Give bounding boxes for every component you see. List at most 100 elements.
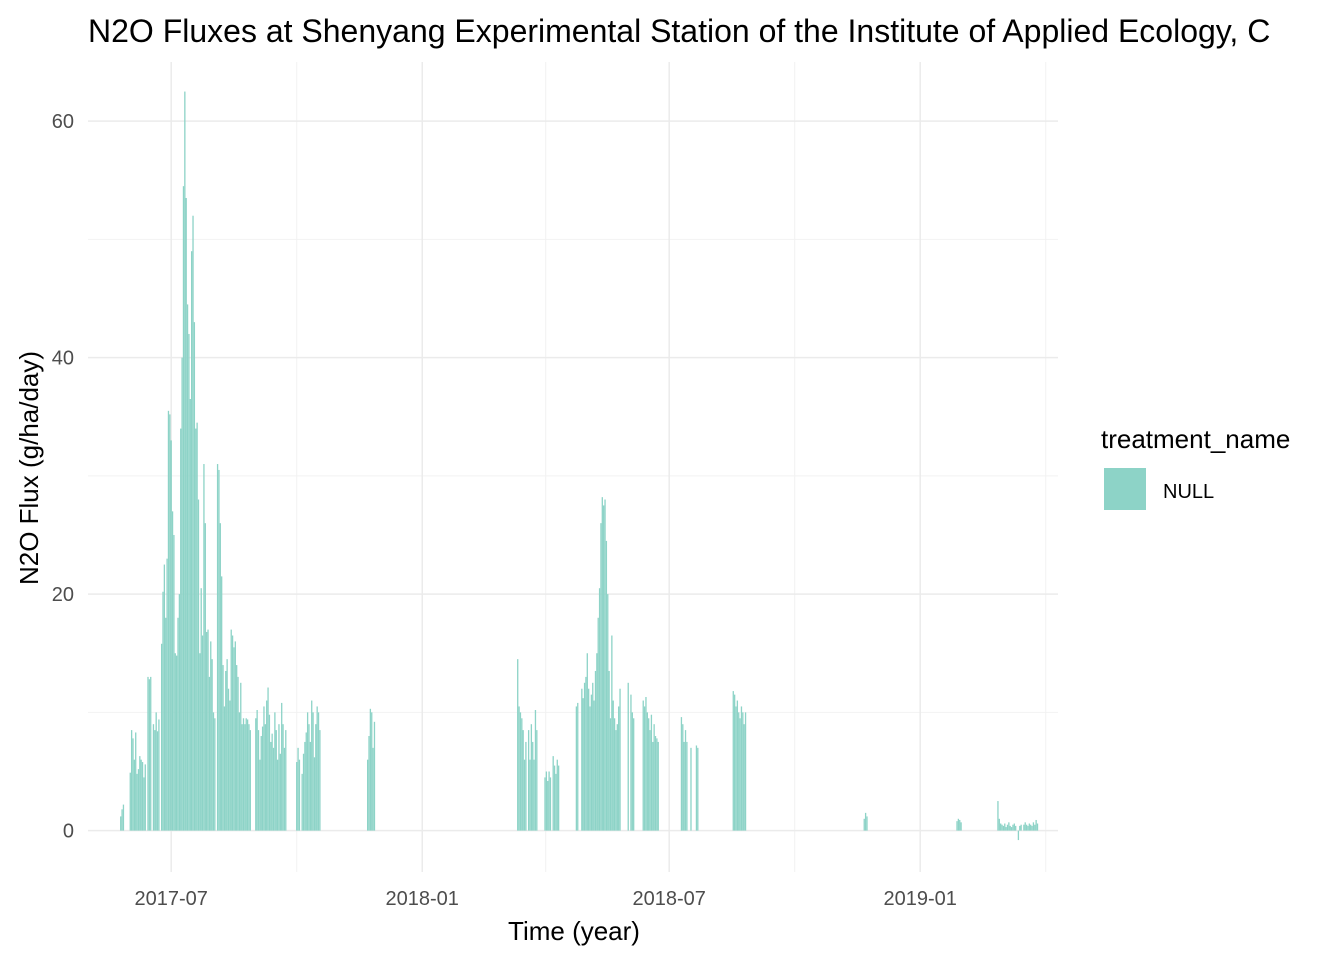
flux-bar [1008,822,1010,831]
flux-bar [315,724,317,831]
flux-bar [268,714,271,831]
flux-bar [690,747,692,831]
flux-bar [742,712,744,831]
flux-bar [697,747,699,831]
flux-bar [525,741,527,831]
flux-bar [653,724,655,831]
flux-bar [534,710,537,831]
flux-bar [523,759,526,831]
flux-bar [1030,824,1032,831]
flux-bar [648,718,650,831]
flux-bar [278,724,280,831]
x-tick-label: 2018-01 [386,888,459,910]
flux-bar [189,399,191,831]
flux-bar [218,469,220,831]
flux-bar [121,809,123,831]
flux-bar [208,676,211,831]
flux-bar [740,706,743,831]
flux-bar [186,304,189,831]
flux-bar [643,706,646,831]
legend: treatment_name NULL [1101,424,1290,510]
flux-bar [237,676,239,831]
flux-bar [997,801,999,831]
flux-bar [242,718,245,831]
flux-bar [1010,827,1013,831]
flux-bar [175,655,178,831]
flux-bar [170,440,172,831]
flux-bar [654,736,657,831]
flux-bar [297,747,299,831]
flux-bar [594,670,597,831]
flux-bar [305,732,307,831]
flux-bar [230,629,232,831]
flux-bar [680,717,683,831]
flux-bar [604,499,606,831]
flux-bar [238,712,241,831]
flux-bar [196,422,198,831]
flux-bar [589,706,591,831]
bars [120,91,1039,841]
flux-bar [219,523,221,831]
flux-bar [631,712,633,831]
flux-bar [1019,825,1021,831]
flux-bar [267,687,269,831]
flux-bar [150,676,152,831]
flux-bar [272,747,275,831]
flux-bar [216,464,219,831]
flux-bar [210,641,212,831]
flux-bar [236,665,238,831]
flux-bar [744,712,747,831]
x-tick-label: 2018-07 [632,888,705,910]
flux-bar [199,653,201,831]
legend-label-null: NULL [1163,481,1214,503]
flux-bar [959,819,961,831]
flux-bar [193,322,196,831]
flux-bar [197,499,200,831]
y-axis: 0 20 40 60 [52,111,74,842]
flux-bar [319,730,321,831]
flux-bar [308,724,310,831]
flux-bar [231,635,234,831]
flux-bar [627,682,629,831]
flux-bar [735,706,737,831]
flux-bar [152,724,155,831]
flux-bar [601,497,603,831]
flux-bar [593,700,595,831]
flux-bar [527,730,530,831]
flux-bar [301,773,303,831]
flux-bar [548,771,550,831]
flux-bar [695,745,698,831]
flux-bar [180,428,182,831]
flux-bar [1005,827,1007,831]
flux-bar [191,251,193,831]
x-axis-title: Time (year) [508,916,640,946]
flux-bar [140,759,142,831]
y-tick-label: 0 [63,821,74,843]
flux-bar [553,765,556,831]
flux-bar [612,700,614,831]
flux-bar [207,629,209,831]
flux-bar [556,759,558,831]
flux-bar [1031,825,1033,831]
flux-bar [1023,824,1025,831]
flux-bar [683,741,685,831]
flux-bar [244,724,246,831]
flux-bar [173,534,175,831]
flux-bar [605,540,608,831]
flux-bar [1025,824,1028,831]
flux-bar [141,762,144,831]
flux-bar [686,741,688,831]
flux-bar [169,414,171,831]
flux-bar [181,357,183,831]
flux-bar [633,718,635,831]
chart-title: N2O Fluxes at Shenyang Experimental Stat… [88,13,1270,49]
flux-bar [557,765,560,831]
flux-bar [1009,825,1011,831]
flux-bar [302,753,305,831]
flux-bar [684,730,687,831]
flux-bar [1035,819,1037,831]
flux-bar [248,724,250,831]
flux-bar [1000,823,1002,831]
flux-bar [316,706,318,831]
y-tick-label: 60 [52,111,74,133]
